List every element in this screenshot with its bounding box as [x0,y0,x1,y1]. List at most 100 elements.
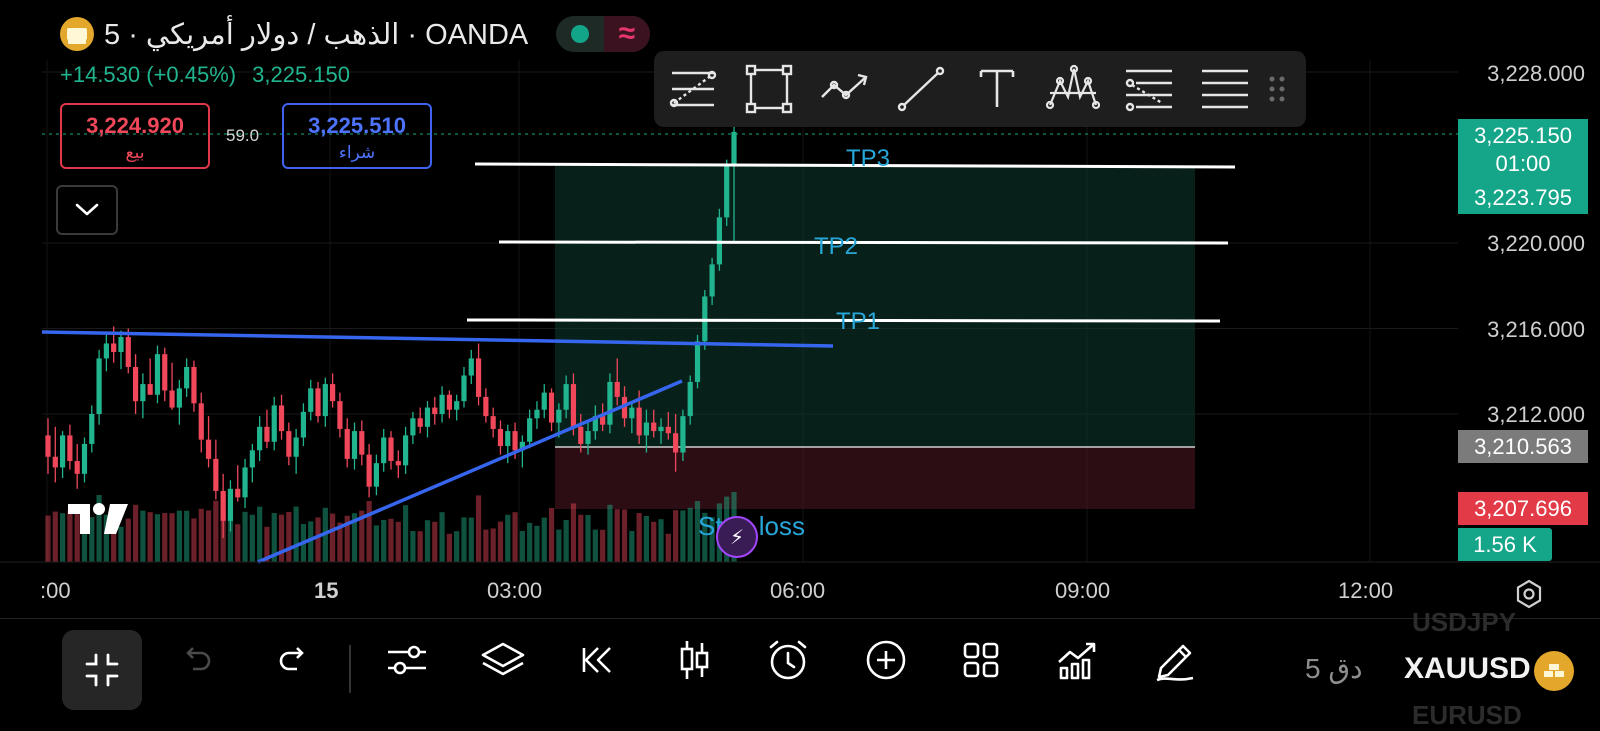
candle-body [446,394,452,410]
add-button[interactable] [856,630,916,690]
tp2-line[interactable] [498,240,1229,245]
drawing-toolbar [654,51,1306,127]
volume-bar [330,513,336,562]
bar-countdown: 01:00 [1495,151,1551,176]
volume-bar [132,504,139,562]
volume-bar [366,501,372,562]
buy-button[interactable]: 3,225.510 شراء [282,103,432,169]
support-trendline[interactable] [257,379,683,564]
volume-bar [89,517,95,562]
fib-channel-icon[interactable] [1122,63,1176,115]
interval-selector[interactable]: 5 دق [1305,653,1363,684]
rectangle-icon[interactable] [742,63,796,115]
tp1-label: TP1 [836,308,881,335]
candle-body [140,384,146,402]
path-icon[interactable] [818,63,872,115]
rewind-icon [582,647,611,673]
volume-bar [402,505,409,562]
candle-body [724,166,730,218]
volume-bar [388,518,394,562]
volume-bar [556,529,562,562]
undo-button[interactable] [166,630,226,690]
volume-bar [344,515,350,562]
volume-bar [213,500,219,562]
layers-button[interactable] [473,630,533,690]
alert-button[interactable] [758,630,818,690]
volume-bar [446,533,452,562]
chart-type-button[interactable] [664,630,724,690]
volume-bar [490,528,496,562]
volume-bar [665,533,671,562]
volume-bar [59,513,66,562]
volume-bar [607,504,613,562]
volume-bar [563,520,569,562]
symbol-header[interactable]: الذهب / دولار أمريكي · 5 · OANDA [60,16,528,52]
candle-body [585,431,591,444]
spread-value: 59.0 [226,126,260,145]
redo-icon [279,647,304,671]
symbol-title[interactable]: الذهب / دولار أمريكي · 5 · OANDA [104,18,529,51]
candle-body [366,454,372,487]
volume-bar [118,526,124,562]
candle-body [534,409,540,419]
drawing-tools-button[interactable] [1145,630,1205,690]
time-tick: 15 [314,578,339,603]
candle-body [709,264,715,297]
candle-body [680,416,686,453]
collapse-button[interactable] [56,185,118,235]
candle-body [169,390,175,408]
volume-bar [475,495,482,562]
volume-bar [337,522,343,562]
volume-bar [600,529,606,562]
volume-bar [184,510,190,562]
undo-icon [186,647,211,671]
indicator-settings-button[interactable] [377,630,437,690]
sell-button[interactable]: 3,224.920 بيع [60,103,210,169]
alarm-clock-icon [769,640,807,680]
candle-body [322,384,328,417]
candle-body [59,435,66,468]
chevron-down-icon [75,203,99,216]
volume-bar [74,506,80,562]
text-icon[interactable] [970,63,1024,115]
volume-bar [169,513,175,562]
candle-body [359,431,365,455]
price-tick: 3,216.000 [1487,317,1585,342]
resistance-trendline[interactable] [41,330,834,348]
candle-body [45,435,51,457]
candle-body [205,439,212,459]
exit-fullscreen-button[interactable] [62,630,142,710]
candle-body [147,384,153,395]
lightning-icon[interactable]: ⚡ [716,516,758,558]
candle-body [125,337,131,367]
tp1-line[interactable] [466,318,1221,323]
volume-bar [417,531,423,562]
candle-body [308,388,314,412]
tp3-line[interactable] [474,162,1236,169]
candle-body [461,375,467,402]
volume-bar [140,510,146,562]
trend-line-icon[interactable] [894,63,948,115]
volume-bar [578,514,584,562]
volume-bar [548,508,555,562]
candle-body [300,411,307,438]
candle-body [490,416,496,429]
symbol-selector[interactable]: XAUUSD [1404,652,1531,685]
replay-button[interactable] [568,630,628,690]
candle-body [548,392,555,423]
indicators-button[interactable] [1047,630,1107,690]
fib-retracement-icon[interactable] [666,63,720,115]
pattern-icon[interactable] [1045,63,1101,115]
chart-settings-icon[interactable] [1514,579,1544,609]
candle-body [673,433,679,453]
market-status-pill[interactable]: ≈ [556,16,650,52]
layers-icon [481,642,525,676]
layout-button[interactable] [951,630,1011,690]
volume-bar [381,520,387,562]
horizontal-lines-icon[interactable] [1198,63,1252,115]
candle-body [132,366,139,402]
volume-bar [585,515,591,562]
drag-handle-icon[interactable] [1264,63,1292,115]
redo-button[interactable] [264,630,324,690]
